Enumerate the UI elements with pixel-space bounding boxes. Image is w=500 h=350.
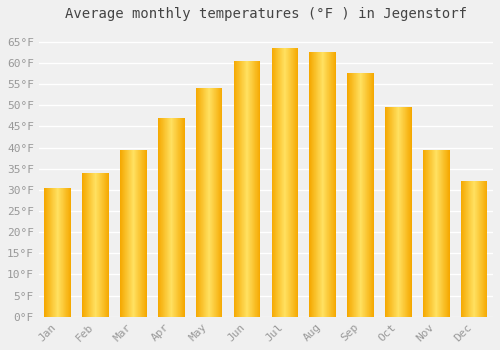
Title: Average monthly temperatures (°F ) in Jegenstorf: Average monthly temperatures (°F ) in Je… xyxy=(65,7,467,21)
